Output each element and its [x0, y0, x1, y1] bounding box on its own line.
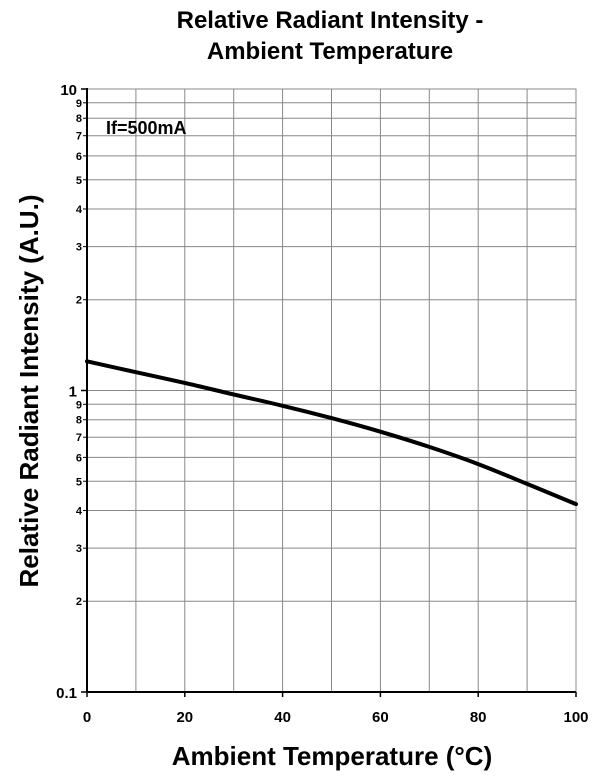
condition-annotation: If=500mA: [106, 118, 187, 138]
y-minor-tick-label: 2: [76, 596, 82, 608]
chart-title-line-1: Relative Radiant Intensity -: [177, 7, 484, 34]
tick-labels: 0.1 1 10 2 3 4 5 6 7 8 9 2 3 4 5 6 7 8 9 0 20 40 60 80 100: [56, 82, 588, 726]
chart-title-line-2: Ambient Temperature: [207, 38, 453, 65]
y-minor-tick-label: 3: [76, 242, 82, 254]
axes: [81, 88, 577, 697]
y-minor-tick-label: 6: [76, 151, 82, 163]
y-minor-tick-label: 4: [76, 505, 83, 517]
x-tick-label: 100: [563, 709, 588, 726]
y-minor-tick-label: 3: [76, 543, 82, 555]
y-minor-tick-label: 2: [76, 295, 82, 307]
y-minor-tick-label: 6: [76, 452, 82, 464]
y-minor-tick-label: 9: [76, 399, 82, 411]
x-axis-label: Ambient Temperature (°C): [172, 741, 493, 771]
grid: [86, 88, 577, 693]
y-axis-label: Relative Radiant Intensity (A.U.): [14, 195, 44, 588]
series-layer: [85, 359, 578, 507]
y-tick-label: 10: [60, 82, 77, 99]
y-minor-tick-label: 7: [76, 432, 82, 444]
y-minor-tick-label: 8: [76, 415, 82, 427]
series-line: [85, 359, 578, 507]
y-minor-tick-label: 4: [76, 204, 83, 216]
x-tick-label: 20: [176, 709, 193, 726]
x-tick-label: 40: [274, 709, 291, 726]
y-minor-tick-label: 8: [76, 113, 82, 125]
y-minor-tick-label: 9: [76, 98, 82, 110]
x-tick-label: 80: [470, 709, 487, 726]
y-tick-label: 1: [69, 384, 77, 401]
y-minor-tick-label: 7: [76, 131, 82, 143]
y-minor-tick-label: 5: [76, 476, 82, 488]
y-minor-tick-label: 5: [76, 175, 82, 187]
x-tick-label: 60: [372, 709, 389, 726]
x-tick-label: 0: [83, 709, 91, 726]
y-tick-label: 0.1: [56, 685, 77, 702]
